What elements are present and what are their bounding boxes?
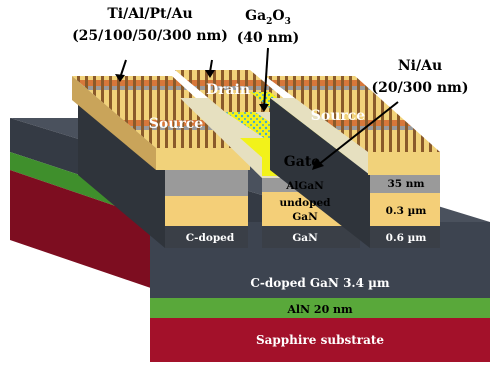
right-mesa-algan	[370, 175, 440, 193]
right-mesa-side	[270, 98, 370, 248]
aln-label: AlN 20 nm	[286, 303, 353, 316]
left-mesa-algan	[165, 170, 248, 196]
gate-metal-label: Ni/Au	[398, 58, 442, 74]
right-source-fingers	[265, 76, 440, 152]
c-doped-thickness: 0.6 µm	[386, 232, 427, 244]
left-mesa-cdoped	[165, 226, 248, 248]
left-mesa	[72, 76, 250, 248]
arrowhead-metal-center	[205, 70, 215, 78]
metal-stack-thickness: (25/100/50/300 nm)	[72, 28, 228, 44]
arrowhead-metal-left	[115, 74, 125, 82]
substrate-label: Sapphire substrate	[256, 333, 384, 347]
arrowhead-oxide	[259, 104, 269, 112]
source-left-label: Source	[149, 116, 204, 132]
left-fingers-side	[72, 76, 156, 170]
buffer-label: C-doped GaN 3.4 µm	[250, 276, 390, 290]
callout-arrows	[115, 47, 399, 170]
right-mesa-cdoped	[370, 226, 440, 248]
undoped-thickness: 0.3 µm	[386, 205, 427, 217]
center-mesa-cdoped	[262, 226, 360, 248]
arrowhead-gate-metal	[312, 158, 324, 170]
substrate-front-face	[150, 318, 490, 362]
algan-label: AlGaN	[285, 180, 324, 192]
metal-stack-label: Ti/Al/Pt/Au	[107, 6, 192, 22]
left-mesa-gan	[165, 196, 248, 226]
gate-label: Gate	[284, 154, 320, 170]
algan-thickness: 35 nm	[387, 178, 424, 190]
annotation-labels: Ti/Al/Pt/Au (25/100/50/300 nm) Ga2O3 (40…	[72, 6, 468, 347]
oxide-thickness: (40 nm)	[237, 30, 300, 46]
aln-front-face	[150, 298, 490, 318]
c-doped-mesa-label: C-doped	[186, 232, 235, 244]
gan-mesa-label: GaN	[292, 232, 318, 244]
buffer-front-face	[150, 264, 490, 298]
right-mesa-gan	[370, 193, 440, 226]
oxide-label: Ga2O3	[245, 8, 291, 27]
right-fingers-front	[368, 152, 440, 175]
left-fingers-front	[156, 148, 250, 170]
right-mesa	[265, 76, 440, 248]
arrow-oxide	[263, 47, 269, 109]
gate-metal-thickness: (20/300 nm)	[372, 80, 469, 96]
drain-label: Drain	[206, 82, 250, 98]
arrow-gate-metal	[317, 101, 399, 166]
left-source-fingers	[72, 76, 250, 148]
undoped-label: undoped	[280, 197, 332, 209]
left-mesa-side	[78, 98, 165, 248]
source-right-label: Source	[311, 108, 366, 124]
undoped-gan-label: GaN	[292, 211, 318, 223]
